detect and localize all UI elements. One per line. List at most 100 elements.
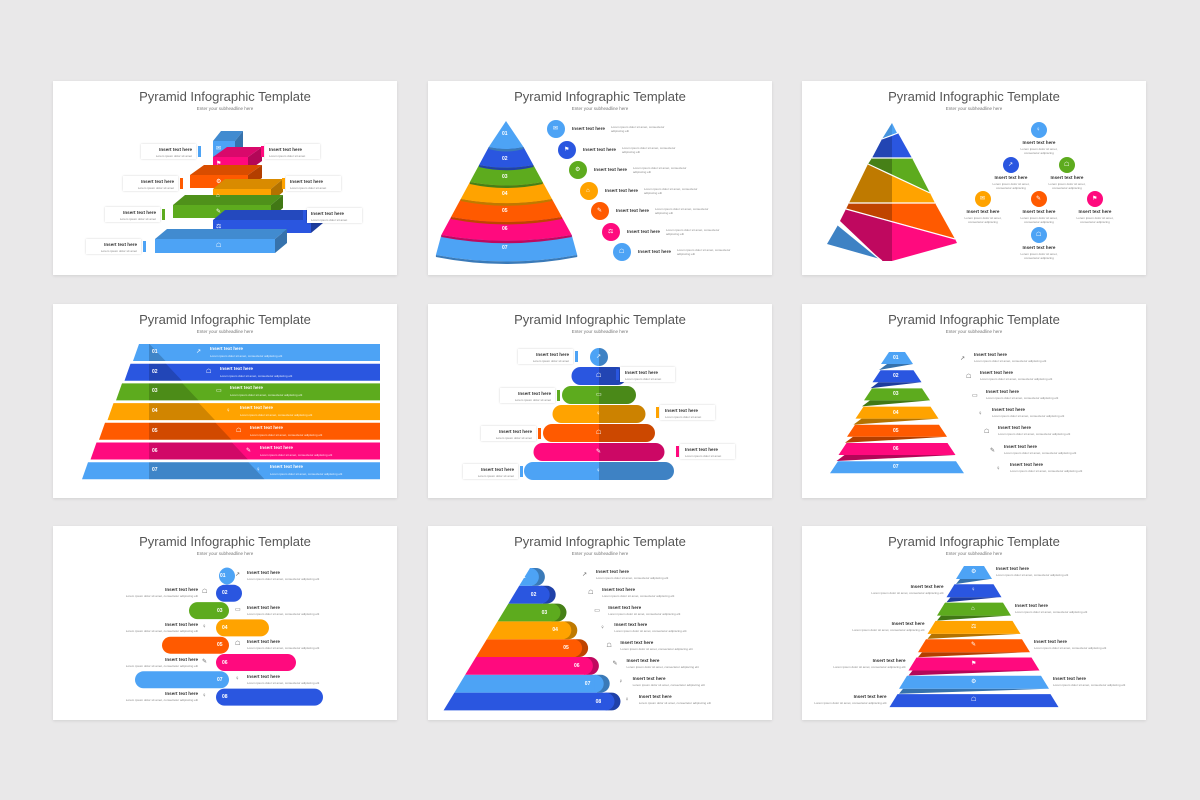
- document-icon: ✎: [971, 642, 977, 649]
- step-number: 07: [217, 676, 223, 683]
- item-description: Lorem ipsum dolor sit amet, consectetur …: [1048, 182, 1086, 190]
- item-description: Lorem ipsum dolor sit amet, consectetur …: [1020, 216, 1058, 224]
- item-label: Insert text here: [910, 584, 944, 590]
- slide-9[interactable]: Pyramid Infographic Template Enter your s…: [802, 526, 1146, 720]
- item-label: Insert text here: [616, 208, 649, 213]
- callout-box[interactable]: [518, 349, 573, 364]
- pill-1: [219, 567, 235, 585]
- step-number: 01: [152, 349, 158, 355]
- item-label: Insert text here: [1034, 639, 1067, 645]
- pill-5-right: [599, 424, 655, 442]
- slide-6[interactable]: Pyramid Infographic Template Enter your s…: [802, 304, 1146, 498]
- callout-box[interactable]: [660, 405, 715, 420]
- step-number: 07: [893, 464, 899, 471]
- slide-7[interactable]: Pyramid Infographic Template Enter your s…: [53, 526, 397, 720]
- bag-icon: ⚖: [608, 228, 614, 235]
- lightbulb-icon: ♀: [596, 411, 601, 417]
- callout-box[interactable]: [141, 144, 196, 159]
- step-number: 02: [222, 590, 228, 597]
- lightbulb-icon: ♀: [202, 693, 207, 700]
- callout-box[interactable]: [481, 426, 536, 441]
- callout-box[interactable]: [265, 144, 320, 159]
- item-label: Insert text here: [247, 639, 280, 645]
- item-label: Insert text here: [311, 211, 344, 216]
- step-icon-circle: [580, 181, 598, 200]
- item-description: Lorem ipsum dolor sit amet, consectetur …: [614, 629, 687, 634]
- pill-7: [135, 671, 229, 689]
- step-number: 05: [893, 427, 899, 434]
- step-icon-circle: [547, 120, 565, 138]
- cone-band-2: [479, 147, 534, 168]
- item-description: Lorem ipsum dolor sit amet: [290, 186, 327, 190]
- item-description: Lorem ipsum dolor sit amet: [477, 474, 514, 478]
- item-description: Lorem ipsum dolor sit amet: [155, 154, 192, 158]
- ribbon-8: [889, 694, 1059, 708]
- node-circle: [1059, 157, 1075, 173]
- item-description: Lorem ipsum dolor sit amet, consectetur …: [980, 377, 1053, 382]
- callout-box[interactable]: [105, 207, 160, 222]
- step-number: 07: [152, 467, 158, 474]
- step-icon-circle: [569, 161, 587, 179]
- slide-4[interactable]: Pyramid Infographic Template Enter your s…: [53, 304, 397, 498]
- chart-icon: ↗: [235, 572, 241, 578]
- pyramid-graphic: [524, 348, 674, 480]
- callout-box[interactable]: [286, 176, 341, 191]
- item-label: Insert text here: [1022, 140, 1056, 145]
- slide-subtitle: Enter your subheadline here: [196, 329, 254, 334]
- item-description: Lorem ipsum dolor sit amet: [532, 359, 569, 363]
- slide-3[interactable]: Pyramid Infographic Template Enter your s…: [802, 81, 1146, 275]
- accent-bar: [261, 146, 264, 157]
- callout-box[interactable]: [500, 388, 555, 403]
- item-label: Insert text here: [247, 570, 280, 575]
- slide-subtitle: Enter your subheadline here: [571, 329, 629, 334]
- callout-box[interactable]: [123, 176, 178, 191]
- document-icon: ✎: [216, 208, 222, 215]
- ribbon-3: [937, 602, 1011, 616]
- item-label: Insert text here: [1004, 443, 1037, 449]
- item-description: Lorem ipsum dolor sit amet, consectetur …: [125, 663, 198, 668]
- award-icon: ⚑: [216, 161, 222, 167]
- item-label: Insert text here: [891, 620, 925, 626]
- pill-8: [216, 688, 323, 706]
- step-number: 04: [502, 190, 508, 197]
- callout-box[interactable]: [680, 444, 735, 459]
- gear-icon: ⚙: [575, 167, 581, 173]
- item-label: Insert text here: [250, 424, 283, 430]
- presentation-icon: ☖: [971, 697, 977, 704]
- item-description: Lorem ipsum dolor sit amet, consectetur …: [638, 700, 711, 705]
- callout-box[interactable]: [86, 239, 141, 254]
- accent-bar: [520, 466, 523, 477]
- slide-8[interactable]: Pyramid Infographic Template Enter your s…: [428, 526, 772, 720]
- item-label: Insert text here: [104, 242, 137, 247]
- item-description: Lorem ipsum dolor sit amet, consectetur …: [626, 665, 699, 669]
- slide-2[interactable]: Pyramid Infographic Template Enter your s…: [428, 81, 772, 275]
- item-label: Insert text here: [260, 444, 293, 450]
- rocket-icon: ✎: [990, 447, 996, 454]
- gear-icon: ⚙: [216, 178, 222, 185]
- item-label: Insert text here: [966, 209, 1000, 214]
- pill-6-right: [599, 443, 665, 461]
- item-description: Lorem ipsum dolor sit amet, consectetur …: [992, 182, 1030, 190]
- step-number: 07: [584, 680, 591, 687]
- step-number: 01: [893, 355, 899, 361]
- pyramid-graphic: [830, 352, 964, 474]
- slide-1[interactable]: Pyramid Infographic Template Enter your s…: [53, 81, 397, 275]
- pill-2-right: [599, 367, 627, 385]
- item-description: Lorem ipsum dolor sit amet: [685, 454, 722, 458]
- step-number: 04: [552, 627, 558, 634]
- callout-box[interactable]: [307, 208, 362, 223]
- callout-box[interactable]: [620, 367, 675, 382]
- step-2: [508, 585, 543, 604]
- ribbon-5: [847, 424, 947, 437]
- callout-box[interactable]: [463, 464, 518, 479]
- item-label: Insert text here: [1022, 245, 1056, 250]
- step-number: 04: [222, 624, 228, 631]
- pyramid-graphic: [827, 123, 957, 262]
- slide-5[interactable]: Pyramid Infographic Template Enter your s…: [428, 304, 772, 498]
- step-icon-circle: [602, 222, 620, 241]
- item-description: Lorem ipsum dolor sit amet: [100, 249, 137, 253]
- lightbulb-icon: ♀: [226, 408, 231, 415]
- item-description: Lorem ipsum dolor sit amet, consectetur …: [1053, 682, 1126, 687]
- step-number: 02: [152, 368, 158, 375]
- item-description: Lorem ipsum dolor sit amet: [269, 154, 306, 158]
